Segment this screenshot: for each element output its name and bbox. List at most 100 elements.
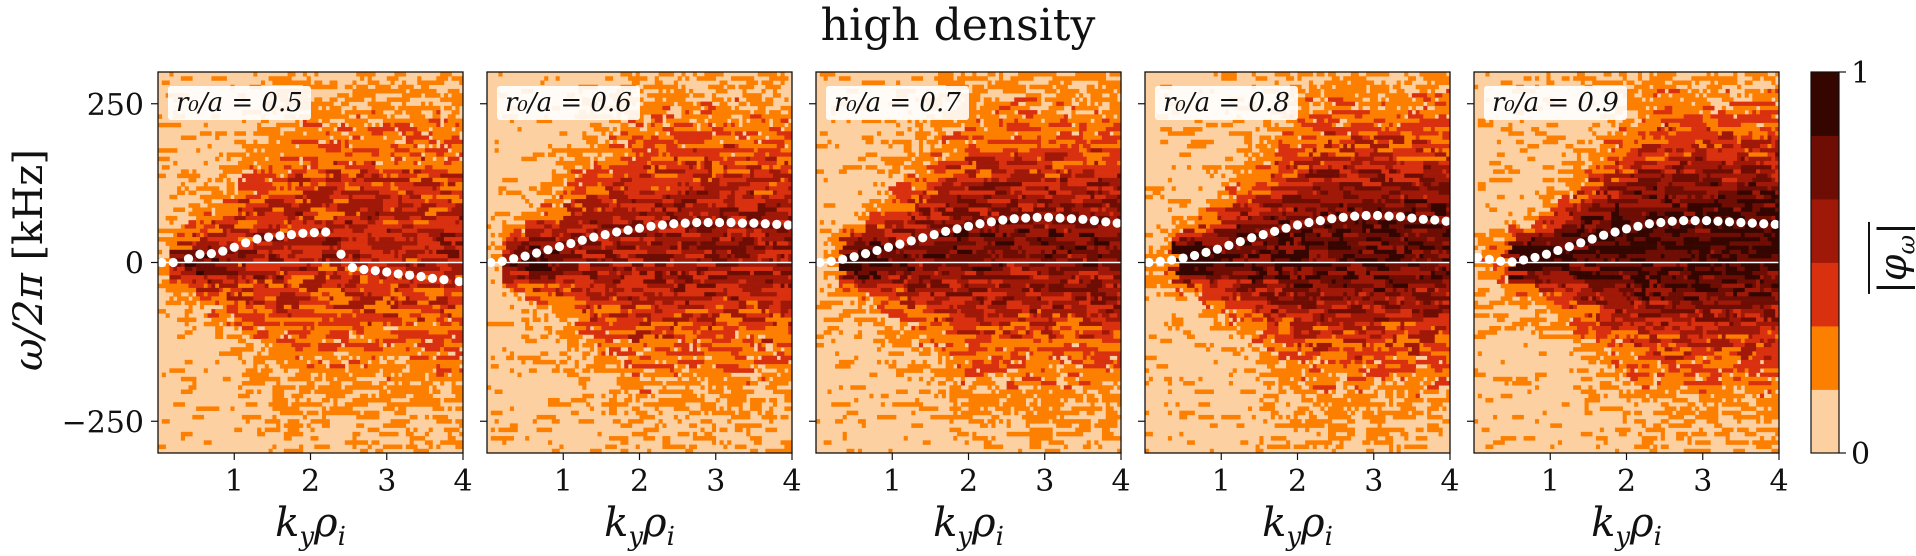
- x-tick-label: 2: [630, 464, 649, 499]
- peak-point: [612, 227, 622, 237]
- peak-point: [680, 218, 690, 228]
- x-axis-label: kyρi: [1591, 500, 1662, 552]
- peak-point: [1407, 213, 1417, 223]
- peak-point: [252, 234, 262, 244]
- x-tick-label: 4: [782, 464, 801, 499]
- peak-point: [1189, 250, 1200, 261]
- peak-point: [1518, 255, 1529, 265]
- peak-point: [275, 231, 285, 241]
- peak-point: [838, 254, 848, 264]
- peak-point: [1178, 253, 1188, 263]
- peak-point: [1055, 213, 1065, 223]
- x-tick-label: 3: [1035, 464, 1054, 499]
- peak-point: [509, 254, 519, 264]
- x-tick-label: 4: [1440, 464, 1459, 499]
- peak-point: [1587, 234, 1597, 244]
- panel-5: 1 2 3 4: [1467, 71, 1789, 499]
- peak-point: [1212, 244, 1223, 254]
- x-tick-label: 3: [1693, 464, 1712, 499]
- x-tick-label: 2: [1288, 464, 1307, 499]
- colorbar-label: |φω|: [1868, 222, 1916, 294]
- peak-point: [229, 242, 239, 252]
- y-tick-label: −250: [62, 405, 144, 440]
- panel-legend: r₀/a = 0.7: [826, 86, 969, 120]
- colorbar-segment: [1811, 326, 1839, 390]
- peak-point: [815, 257, 825, 268]
- y-axis-label: ω/2π [kHz]: [6, 149, 52, 371]
- peak-point: [454, 276, 464, 287]
- peak-point: [657, 220, 667, 230]
- peak-point: [826, 256, 836, 266]
- y-tick-label: 250: [87, 88, 144, 123]
- peak-point: [1430, 215, 1440, 225]
- peak-point: [1167, 255, 1177, 265]
- colorbar-segment: [1811, 389, 1839, 454]
- peak-point: [860, 249, 871, 259]
- peak-point: [157, 257, 167, 268]
- peak-point: [883, 242, 894, 252]
- peak-point: [1066, 214, 1077, 224]
- peak-point: [918, 233, 928, 243]
- peak-point: [1770, 219, 1780, 229]
- peak-point: [1667, 216, 1677, 226]
- peak-point: [195, 249, 205, 259]
- panels: 1 2 3 4 250 0 −250 1 2 3 4 1 2 3 4 1 2 3 4 1 2 3 4: [62, 71, 1789, 499]
- peak-point: [714, 217, 725, 228]
- peak-point: [600, 229, 610, 240]
- peak-point: [646, 221, 656, 231]
- peak-point: [772, 219, 782, 229]
- peak-point: [1610, 227, 1620, 237]
- peak-point: [1009, 214, 1019, 224]
- peak-point: [895, 239, 905, 249]
- colorbar-frame: [1810, 71, 1840, 454]
- peak-point: [1418, 214, 1428, 224]
- peak-point: [1724, 217, 1735, 227]
- colorbar-segment: [1811, 262, 1839, 327]
- peak-point: [986, 217, 996, 227]
- chart-title: high density: [820, 0, 1096, 51]
- peak-point: [531, 248, 542, 258]
- peak-point: [1564, 242, 1574, 252]
- x-axis-label: kyρi: [1262, 500, 1333, 552]
- peak-point: [520, 251, 530, 261]
- colorbar-tick-label: 0: [1851, 437, 1870, 472]
- x-tick-label: 1: [225, 464, 244, 499]
- peak-point: [998, 215, 1008, 225]
- peak-point: [1021, 213, 1031, 223]
- panel-legend: r₀/a = 0.9: [1484, 86, 1627, 120]
- peak-point: [929, 229, 939, 240]
- x-axis-label: kyρi: [275, 500, 346, 552]
- heatmap-2: [487, 72, 792, 453]
- peak-point: [427, 273, 438, 283]
- x-tick-label: 2: [301, 464, 320, 499]
- peak-point: [749, 218, 759, 228]
- panel-4: 1 2 3 4: [1138, 71, 1460, 499]
- peak-point: [1441, 216, 1451, 226]
- peak-point: [1553, 245, 1563, 256]
- peak-point: [1270, 226, 1280, 236]
- panel-2: 1 2 3 4: [480, 71, 802, 499]
- peak-point: [737, 218, 748, 228]
- peak-point: [1235, 236, 1245, 247]
- peak-point: [241, 238, 251, 248]
- peak-point: [263, 232, 274, 242]
- peak-point: [634, 223, 645, 233]
- panel-3: 1 2 3 4: [809, 71, 1131, 499]
- peak-point: [1633, 221, 1643, 231]
- peak-point: [393, 269, 403, 279]
- peak-point: [1078, 214, 1088, 224]
- peak-point: [1101, 217, 1111, 227]
- peak-point: [726, 217, 736, 228]
- peak-point: [1224, 240, 1234, 250]
- peak-point: [309, 228, 319, 238]
- x-tick-label: 4: [453, 464, 472, 499]
- peak-point: [577, 235, 587, 245]
- x-tick-label: 1: [1541, 464, 1560, 499]
- x-tick-label: 2: [1617, 464, 1636, 499]
- peak-point: [405, 270, 415, 280]
- peak-point: [1032, 212, 1042, 223]
- x-tick-label: 1: [554, 464, 573, 499]
- peak-point: [566, 238, 576, 249]
- x-tick-label: 4: [1769, 464, 1788, 499]
- peak-point: [1350, 211, 1360, 221]
